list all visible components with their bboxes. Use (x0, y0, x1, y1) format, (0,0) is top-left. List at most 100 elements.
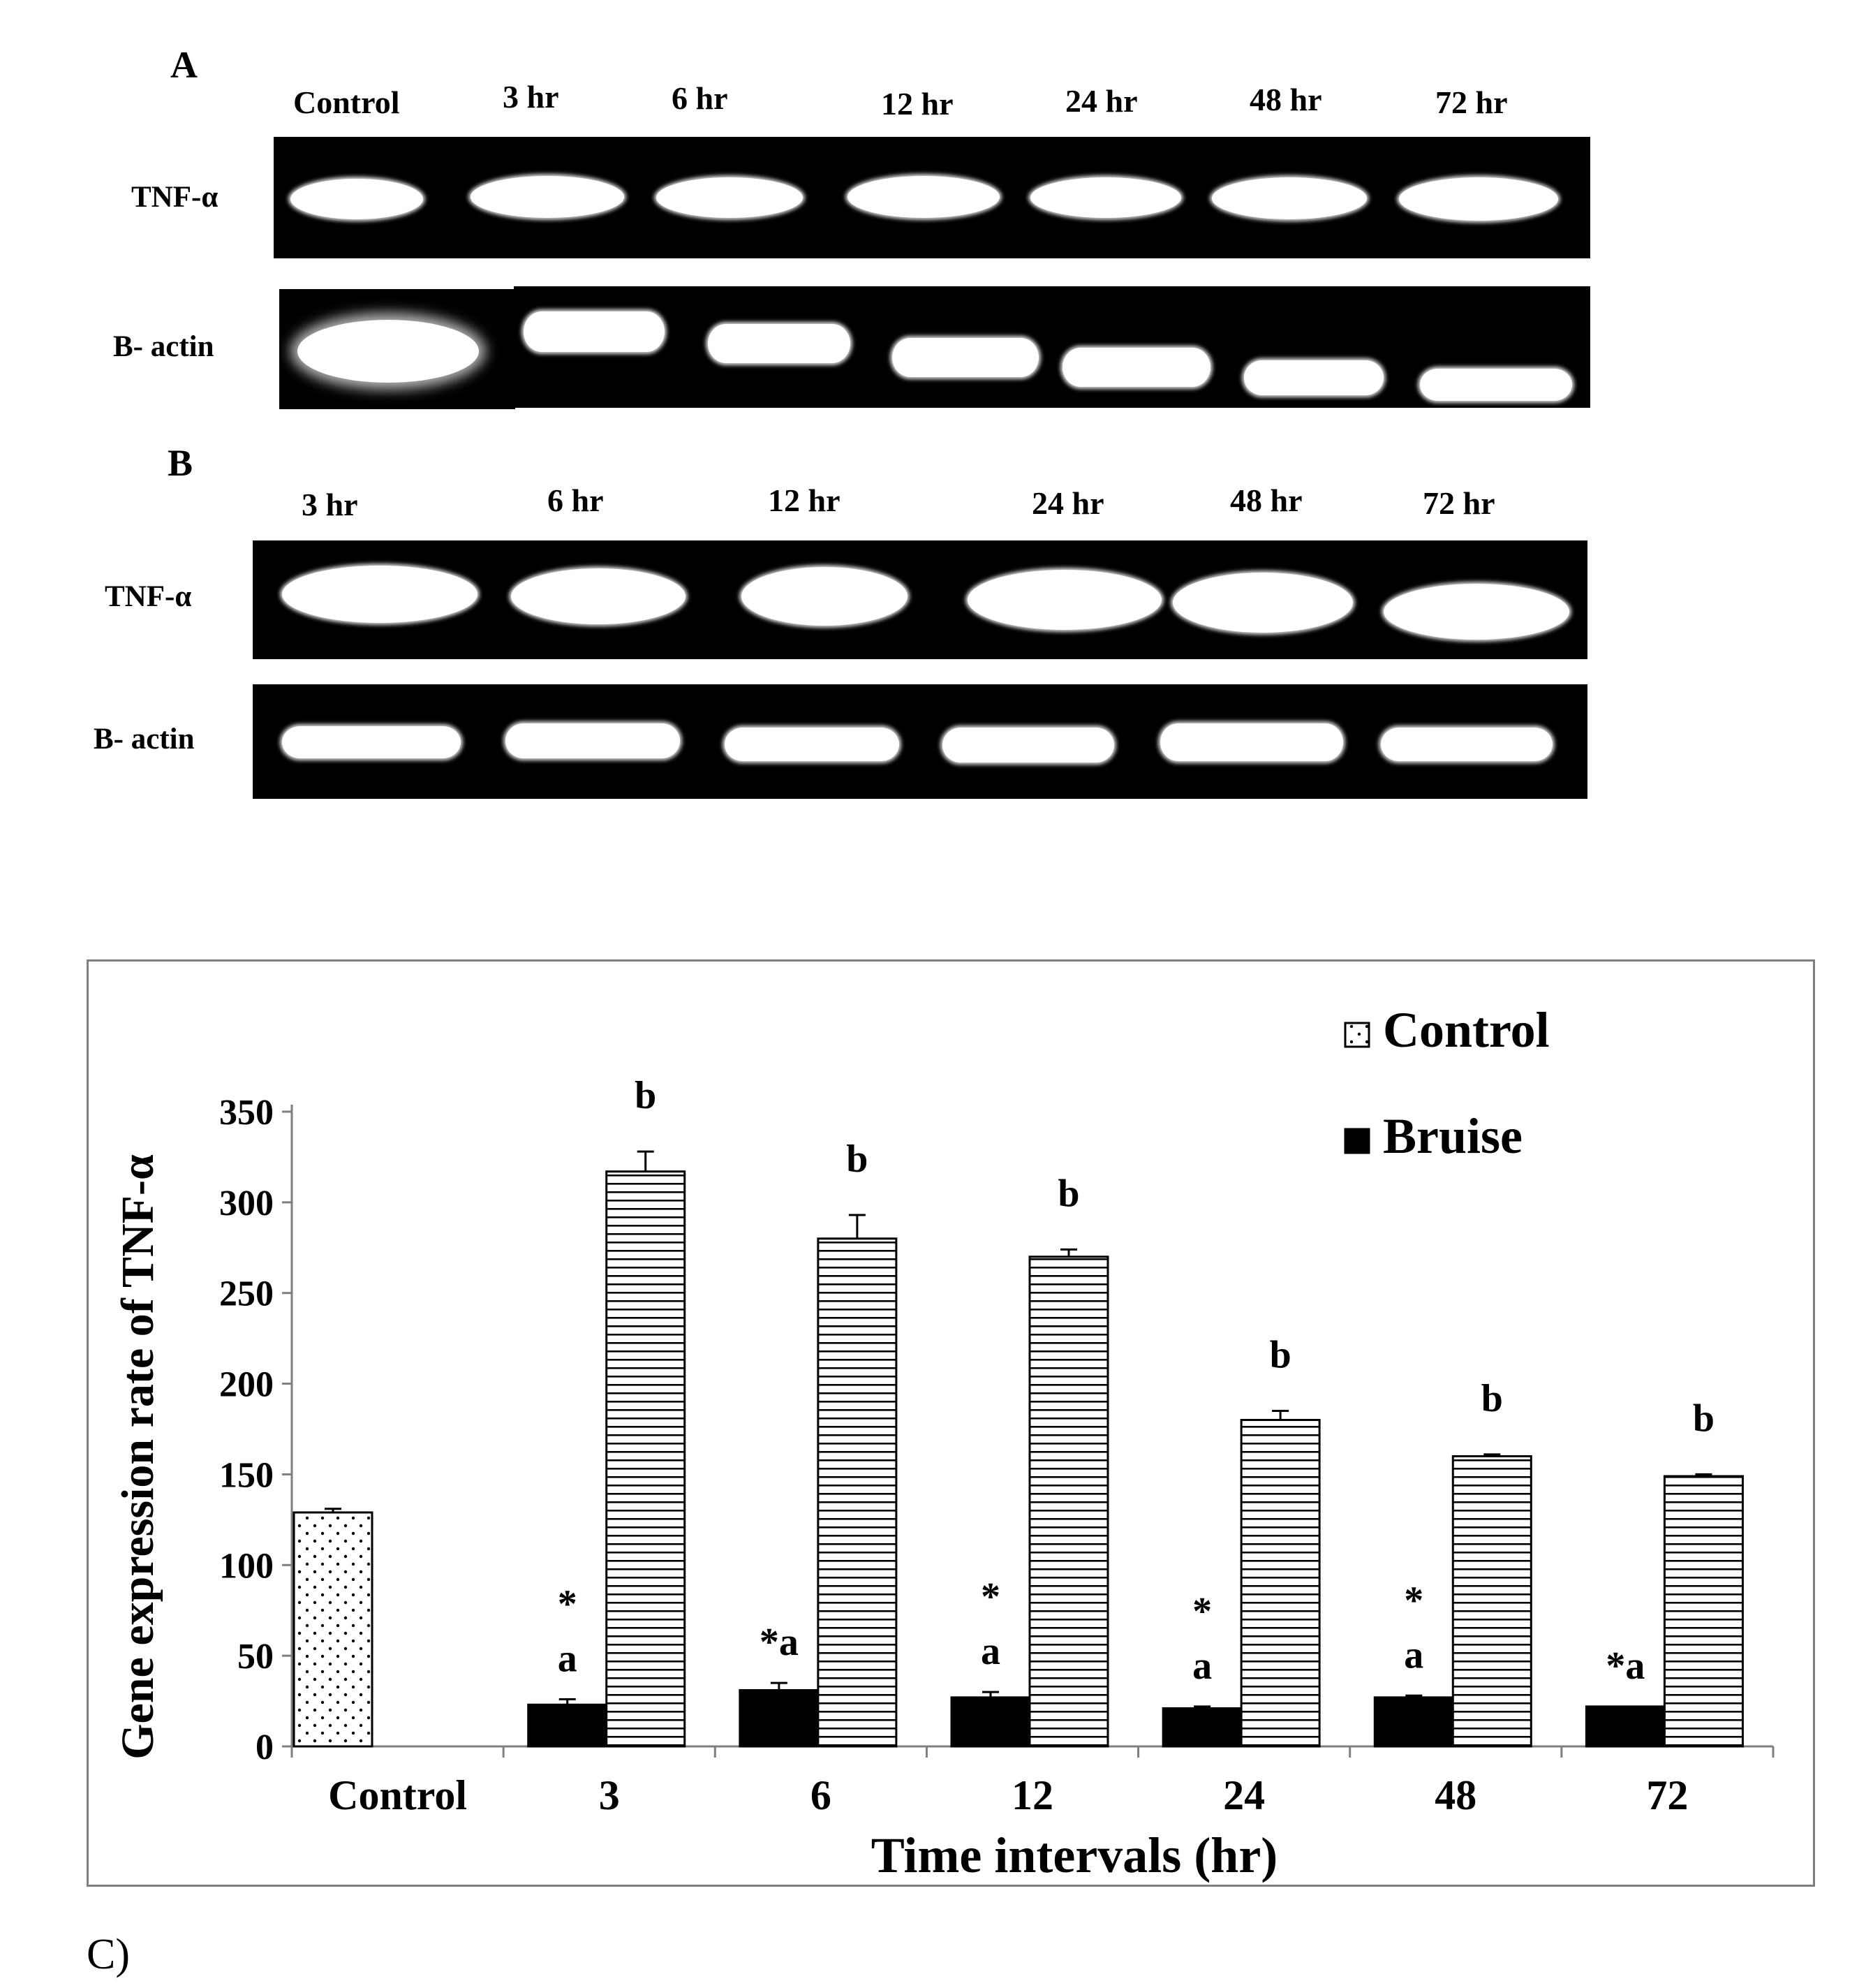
chart-frame: 0 50 100 150 200 250 300 350 Control 3 6 12 24 48 72 Ti… (87, 959, 1815, 1887)
x-tick-label: Control (328, 1772, 467, 1818)
panel-b-letter: B (168, 442, 193, 484)
gel-band (282, 726, 461, 758)
panel-a-row-label: B- actin (113, 330, 214, 363)
bar (1585, 1705, 1666, 1748)
gel-band (471, 176, 624, 218)
y-tick-label: 200 (219, 1365, 274, 1405)
significance-label: a (558, 1637, 577, 1680)
gel-band (1173, 573, 1353, 633)
gel-band (1420, 369, 1572, 401)
panel-b-lane-label: 48 hr (1230, 483, 1303, 518)
panel-a-row-label: TNF-α (131, 181, 219, 214)
gel-band (290, 179, 423, 219)
gel-band (847, 176, 1000, 218)
x-tick-label: 6 (810, 1772, 831, 1818)
significance-label: * (558, 1582, 577, 1626)
y-tick-label: 100 (219, 1546, 274, 1586)
panel-b-lane-label: 12 hr (768, 483, 841, 518)
significance-label: * (1192, 1590, 1212, 1633)
gel-band (1399, 177, 1558, 221)
significance-label: b (1058, 1172, 1079, 1215)
gel-band (942, 728, 1114, 763)
significance-label: b (635, 1074, 656, 1117)
gel-band (1030, 177, 1181, 218)
significance-label: b (1481, 1377, 1503, 1420)
y-axis-title: Gene expression rate of TNF-α (112, 1154, 163, 1760)
gel-band (1244, 360, 1384, 395)
panel-a-lane-label: Control (293, 84, 400, 120)
gel-band (892, 338, 1039, 377)
significance-label: *a (1606, 1644, 1645, 1688)
gel-band (511, 568, 686, 624)
x-tick-label: 24 (1223, 1772, 1265, 1818)
significance-label: * (1404, 1579, 1423, 1622)
y-tick-label: 250 (219, 1274, 274, 1314)
y-tick-label: 0 (256, 1728, 274, 1767)
panel-a-lane-label: 3 hr (503, 79, 559, 115)
significance-label: *a (760, 1621, 799, 1664)
gel-band (297, 320, 479, 383)
y-tick-label: 150 (219, 1455, 274, 1495)
y-tick-label: 50 (237, 1637, 274, 1677)
significance-label: a (1404, 1633, 1423, 1677)
legend-label: Control (1383, 1002, 1550, 1058)
gel-band (968, 570, 1162, 630)
bar (1451, 1455, 1532, 1748)
panel-b-actin-gel (253, 684, 1587, 799)
gel-band (1381, 728, 1553, 761)
panel-b-row-label: TNF-α (105, 580, 192, 613)
bar (293, 1511, 373, 1748)
gel-band (524, 311, 665, 352)
panel-a-tnf-gel (274, 137, 1590, 258)
significance-label: a (981, 1630, 1000, 1673)
bar (739, 1688, 820, 1748)
panel-a-lane-label: 48 hr (1250, 82, 1322, 117)
panel-b-lane-label: 6 hr (547, 483, 604, 518)
legend-swatch (1344, 1022, 1370, 1048)
bar (1373, 1696, 1454, 1748)
panel-b-lane-label: 3 hr (302, 487, 358, 522)
gel-band (1062, 348, 1210, 387)
significance-label: b (1270, 1334, 1291, 1377)
panel-a-lane-label: 6 hr (672, 80, 728, 116)
panel-a-lane-label: 24 hr (1065, 83, 1138, 119)
panel-a-lane-label: 12 hr (881, 86, 954, 122)
gel-band (708, 324, 850, 363)
bar (1663, 1475, 1744, 1748)
legend-swatch (1344, 1128, 1370, 1154)
y-tick-label: 300 (219, 1184, 274, 1223)
panel-a-actin-gel-control (279, 289, 515, 409)
panel-a-letter: A (170, 44, 198, 86)
bar (527, 1703, 608, 1748)
gel-band (656, 177, 803, 218)
legend-label: Bruise (1383, 1108, 1523, 1164)
gel-band (1384, 584, 1569, 640)
x-tick-label: 3 (599, 1772, 620, 1818)
gel-band (505, 723, 680, 758)
x-tick-label: 48 (1435, 1772, 1476, 1818)
panel-a-actin-gel (514, 286, 1590, 408)
panel-b-tnf-gel (253, 540, 1587, 659)
bar-chart: 0 50 100 150 200 250 300 350 Control 3 6 12 24 48 72 Ti… (112, 1002, 1775, 1883)
bar (1162, 1707, 1243, 1748)
panel-b-lane-label: 24 hr (1032, 485, 1104, 521)
panel-a-lane-label: 72 hr (1435, 84, 1508, 120)
x-tick-label: 12 (1012, 1772, 1053, 1818)
panel-c-caption: C) (87, 1931, 130, 1978)
bar (817, 1237, 898, 1748)
bar (950, 1696, 1031, 1748)
gel-band (282, 566, 477, 623)
x-axis-title: Time intervals (hr) (871, 1827, 1278, 1883)
significance-label: a (1192, 1644, 1212, 1688)
gel-band (1212, 177, 1367, 219)
panel-b-row-label: B- actin (94, 723, 195, 756)
gel-band (1160, 723, 1343, 761)
bar (1240, 1419, 1321, 1748)
bar (1028, 1256, 1109, 1748)
panel-b-lane-label: 72 hr (1423, 485, 1495, 521)
gel-band (741, 567, 908, 626)
gel-band (725, 728, 899, 761)
significance-label: b (1693, 1397, 1715, 1440)
bar (605, 1170, 686, 1748)
